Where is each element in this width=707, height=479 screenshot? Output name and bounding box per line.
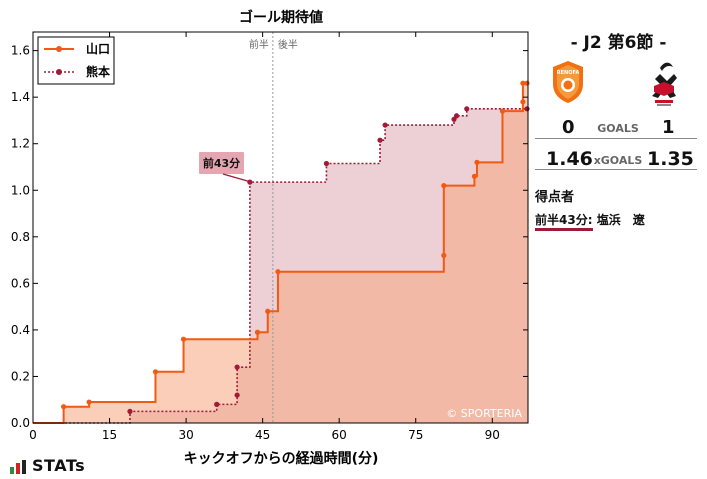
home-team-logo: RENOFA: [550, 60, 586, 108]
y-tick-label: 0.8: [11, 230, 30, 244]
data-point: [214, 401, 220, 407]
legend-label: 山口: [86, 41, 110, 56]
data-point: [247, 179, 253, 185]
goals-label: GOALS: [597, 122, 639, 135]
data-point: [180, 336, 187, 342]
plot-frame: [32, 31, 529, 424]
x-tick-label: 30: [178, 428, 193, 442]
away-xg: 1.35: [647, 148, 694, 170]
data-point: [323, 160, 330, 167]
chart-title: ゴール期待値: [239, 9, 323, 26]
x-tick-label: 60: [332, 428, 347, 442]
data-point: [464, 106, 470, 112]
y-tick-label: 1.0: [11, 183, 30, 197]
data-point: [499, 108, 506, 114]
x-tick-label: 90: [485, 428, 500, 442]
xg-chart: ゴール期待値 前半 後半 前43分 0 15 30 45 60 75 90 0.0 0.2 0.4…: [11, 9, 530, 467]
data-point: [441, 183, 447, 189]
legend-box: [37, 36, 115, 85]
data-point: [254, 329, 261, 335]
match-summary: - J2 第6節 - RENOFA 0 GOALS 1 1.46 xGOALS …: [530, 0, 707, 479]
watermark: © SPORTERIA: [446, 407, 522, 420]
x-tick-label: 15: [102, 428, 117, 442]
divider: [535, 169, 697, 170]
home-xg: 1.46: [546, 148, 593, 170]
scorer-name: 塩浜 遼: [596, 213, 645, 227]
stats-bars-icon: [10, 460, 26, 474]
legend-marker: [56, 69, 62, 75]
data-point: [234, 392, 240, 398]
x-tick-label: 75: [408, 428, 423, 442]
data-point: [127, 408, 133, 414]
goal-annotation-arrow: [222, 173, 249, 182]
legend-label: 熊本: [86, 64, 110, 79]
data-point: [377, 137, 383, 143]
second-half-label: 後半: [278, 38, 298, 51]
data-point: [524, 80, 530, 86]
data-point: [152, 369, 159, 375]
score-row: 0 GOALS 1: [535, 117, 701, 139]
scorers-title: 得点者: [535, 190, 575, 205]
first-half-label: 前半: [249, 38, 269, 51]
data-point: [453, 113, 460, 119]
data-point: [520, 99, 526, 105]
y-tick-label: 0.6: [11, 276, 30, 290]
away-score: 1: [662, 117, 675, 138]
away-team-logo: [646, 56, 682, 112]
data-point: [474, 159, 480, 165]
series-fill-home: [33, 83, 528, 423]
match-title: - J2 第6節 -: [570, 33, 667, 53]
data-point: [382, 122, 388, 128]
data-point: [441, 252, 447, 259]
legend-marker: [56, 46, 62, 52]
xg-row: 1.46 xGOALS 1.35: [535, 148, 701, 172]
data-point: [86, 399, 92, 405]
y-tick-label: 1.6: [11, 44, 30, 58]
home-score: 0: [562, 117, 575, 138]
data-point: [520, 80, 526, 86]
data-point: [61, 404, 67, 410]
divider: [535, 138, 697, 139]
data-point: [234, 364, 240, 370]
scorer-entry: 前半43分: 塩浜 遼: [535, 211, 645, 231]
scorer-time: 前半43分:: [535, 213, 593, 231]
data-point: [471, 173, 478, 179]
x-tick-label: 45: [255, 428, 270, 442]
y-tick-label: 0.0: [11, 416, 30, 430]
y-tick-label: 1.2: [11, 137, 30, 151]
xgoals-label: xGOALS: [593, 154, 643, 167]
y-tick-label: 0.2: [11, 369, 30, 383]
x-tick-label: 0: [29, 428, 37, 442]
goal-annotation-label: 前43分: [203, 156, 240, 170]
data-point: [265, 308, 271, 314]
data-point: [275, 269, 281, 275]
home-team-logo-text: RENOFA: [557, 70, 580, 76]
stats-logo-text: STATs: [32, 456, 86, 475]
x-axis-label: キックオフからの経過時間(分): [184, 450, 379, 467]
data-point: [524, 106, 530, 112]
y-tick-label: 1.4: [11, 90, 30, 104]
y-tick-label: 0.4: [11, 323, 30, 337]
goal-annotation-box: [199, 152, 244, 174]
